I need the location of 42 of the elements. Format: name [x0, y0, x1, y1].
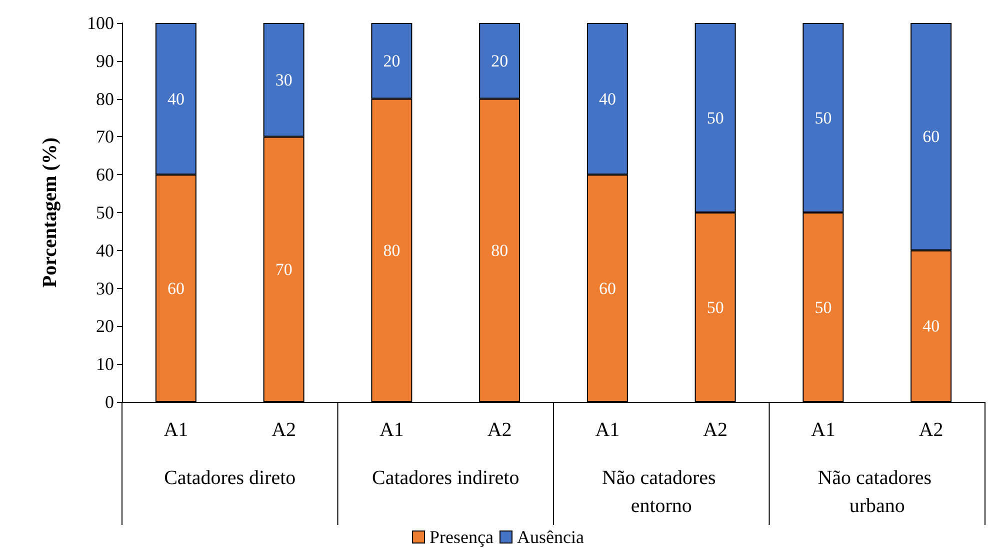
y-tick-label: 50	[96, 202, 114, 222]
y-tick-label: 10	[96, 354, 114, 374]
data-label: 80	[383, 240, 400, 260]
x-tick-label: A1	[810, 419, 836, 441]
legend-label: Presença	[430, 527, 494, 547]
text: Catadores indireto	[372, 467, 520, 489]
data-label: 30	[275, 70, 292, 90]
y-tick-label: 30	[96, 278, 114, 298]
data-label: 80	[491, 240, 508, 260]
data-label: 50	[706, 108, 724, 128]
y-axis-title: Porcentagem (%)	[39, 137, 61, 288]
data-label: 40	[922, 316, 940, 336]
y-tick-label: 80	[96, 88, 114, 109]
y-tick-label: 100	[87, 13, 114, 33]
x-tick-label: A1	[595, 419, 620, 441]
data-label: 20	[491, 51, 508, 70]
data-label: 50	[706, 298, 724, 317]
data-label: 40	[598, 89, 616, 108]
data-label: 60	[598, 278, 616, 298]
data-label: 60	[922, 127, 940, 146]
text: Não catadores entorno	[602, 467, 721, 517]
legend-label: Ausência	[516, 527, 584, 547]
x-tick-label: A2	[487, 419, 512, 441]
x-tick-label: A1	[379, 419, 404, 441]
y-tick-label: 60	[96, 164, 114, 185]
x-tick-label: A2	[918, 419, 944, 441]
x-tick-label: A2	[272, 419, 296, 441]
data-label: 60	[167, 278, 184, 298]
y-tick-label: 0	[105, 392, 114, 412]
text: Não catadores urbano	[818, 467, 937, 517]
data-label: 20	[383, 51, 400, 70]
data-label: 70	[275, 260, 292, 279]
data-label: 40	[167, 89, 184, 108]
y-tick-label: 90	[96, 50, 114, 71]
x-tick-label: A2	[703, 419, 728, 441]
text: Catadores direto	[164, 467, 296, 489]
data-label: 50	[814, 298, 832, 317]
x-tick-label: A1	[164, 419, 188, 441]
y-tick-label: 70	[96, 126, 114, 147]
y-tick-label: 20	[96, 316, 114, 336]
data-label: 50	[814, 108, 832, 128]
y-tick-label: 40	[96, 240, 114, 260]
